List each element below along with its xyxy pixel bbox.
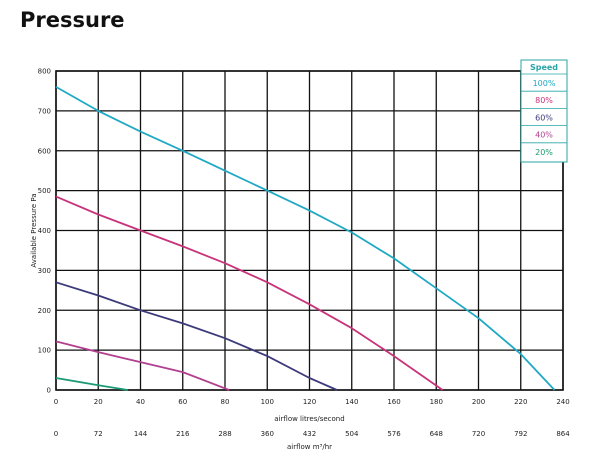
y-tick-label: 100: [38, 347, 51, 355]
x2-tick-label: 720: [472, 430, 485, 438]
y-tick-label: 400: [38, 227, 51, 235]
legend-item-40pct: 40%: [535, 131, 553, 140]
x2-tick-label: 504: [345, 430, 359, 438]
page-title: Pressure: [20, 8, 125, 32]
x2-tick-label: 360: [261, 430, 274, 438]
x-tick-label: 220: [514, 398, 527, 406]
y-tick-label: 500: [38, 187, 51, 195]
x-tick-label: 180: [430, 398, 443, 406]
series-line-60pct: [55, 281, 338, 391]
x-tick-label: 80: [221, 398, 230, 406]
y-axis-label: Available Pressure Pa: [30, 193, 38, 267]
x2-tick-label: 648: [430, 430, 443, 438]
x2-axis-label: airflow m³/hr: [287, 443, 332, 451]
legend-item-20pct: 20%: [535, 148, 553, 157]
y-tick-label: 800: [38, 68, 51, 76]
legend-item-80pct: 80%: [535, 96, 553, 105]
x2-tick-label: 72: [94, 430, 103, 438]
x-tick-label: 160: [387, 398, 400, 406]
x-tick-label: 240: [556, 398, 569, 406]
x-axis-label: airflow litres/second: [274, 415, 344, 423]
x-tick-label: 200: [472, 398, 485, 406]
series-line-40pct: [55, 340, 230, 391]
x2-tick-label: 144: [134, 430, 148, 438]
x-tick-label: 20: [94, 398, 103, 406]
x2-tick-label: 0: [54, 430, 58, 438]
x2-tick-label: 288: [218, 430, 231, 438]
x2-tick-label: 576: [387, 430, 401, 438]
legend-box: [520, 59, 568, 163]
x2-tick-label: 792: [514, 430, 527, 438]
y-tick-label: 200: [38, 307, 51, 315]
x-tick-label: 40: [136, 398, 145, 406]
x-tick-label: 120: [303, 398, 316, 406]
x-tick-label: 140: [345, 398, 358, 406]
x-tick-label: 60: [178, 398, 187, 406]
x2-tick-label: 216: [176, 430, 190, 438]
y-tick-label: 0: [47, 387, 51, 395]
legend-item-60pct: 60%: [535, 113, 553, 122]
legend-title: Speed: [530, 63, 558, 72]
x2-tick-label: 432: [303, 430, 316, 438]
y-tick-label: 300: [38, 267, 51, 275]
x2-tick-label: 864: [556, 430, 570, 438]
series-line-80pct: [55, 195, 444, 391]
series-line-20pct: [55, 377, 128, 391]
x-tick-label: 100: [261, 398, 274, 406]
x-tick-label: 0: [54, 398, 58, 406]
y-tick-label: 600: [38, 147, 51, 155]
legend-item-100pct: 100%: [533, 79, 556, 88]
series-line-100pct: [55, 86, 556, 391]
y-tick-label: 700: [38, 107, 51, 115]
